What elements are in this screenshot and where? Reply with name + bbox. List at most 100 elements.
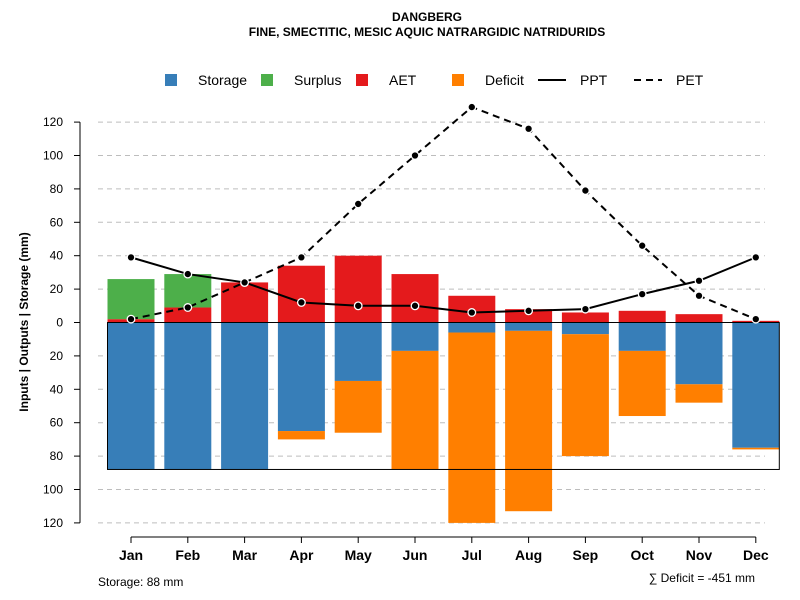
y-tick-label: 60 xyxy=(50,416,64,430)
x-tick-label: Jan xyxy=(119,547,143,563)
aet-bar xyxy=(391,274,439,323)
aet-bar xyxy=(221,282,269,323)
storage-bar xyxy=(164,322,212,470)
deficit-bar xyxy=(675,384,723,403)
storage-capacity-outline xyxy=(107,322,780,470)
y-axis-label: Inputs | Outputs | Storage (mm) xyxy=(17,232,31,411)
aet-bar xyxy=(618,310,666,323)
ppt-line-point xyxy=(353,301,363,311)
deficit-bar xyxy=(732,447,780,450)
ppt-line-point xyxy=(694,276,704,286)
storage-bar xyxy=(561,322,609,335)
legend-label: Surplus xyxy=(294,72,341,88)
legend: Storage Surplus AET Deficit PPT PET xyxy=(165,72,704,88)
x-tick-label: Nov xyxy=(686,547,713,563)
storage-bar xyxy=(732,322,780,448)
aet-bar xyxy=(561,312,609,323)
deficit-bar xyxy=(277,431,325,440)
legend-swatch xyxy=(452,74,464,86)
surplus-bar xyxy=(107,279,155,320)
pet-line-point xyxy=(183,303,193,312)
ppt-line-point xyxy=(580,304,590,314)
deficit-bar xyxy=(505,330,553,512)
y-tick-label: 120 xyxy=(43,516,63,530)
ppt-line-point xyxy=(524,306,534,316)
chart-title: DANGBERG xyxy=(392,10,462,24)
aet-bar xyxy=(675,314,723,323)
series-lines xyxy=(126,102,761,324)
x-tick-label: May xyxy=(345,547,372,563)
y-tick-label: 40 xyxy=(50,382,64,396)
surplus-bar xyxy=(164,274,212,308)
deficit-bar xyxy=(448,332,496,523)
x-tick-label: Sep xyxy=(573,547,599,563)
aet-bar xyxy=(334,255,382,323)
ppt-line-point xyxy=(467,308,477,317)
storage-bar xyxy=(391,322,439,351)
ppt-line-point xyxy=(410,301,420,311)
y-tick-label: 60 xyxy=(50,215,64,229)
ppt-line-point xyxy=(240,277,250,287)
storage-bar xyxy=(221,322,269,470)
x-tick-label: Apr xyxy=(289,547,314,563)
x-tick-label: Mar xyxy=(232,547,257,563)
deficit-bar xyxy=(391,350,439,470)
legend-label: AET xyxy=(389,72,417,88)
legend-swatch xyxy=(261,74,273,86)
y-tick-label: 100 xyxy=(43,149,63,163)
legend-swatch xyxy=(356,74,368,86)
aet-bar xyxy=(505,309,553,323)
ppt-line-point xyxy=(296,298,306,307)
x-tick-label: Jun xyxy=(403,547,428,563)
storage-bar xyxy=(334,322,382,381)
pet-line-point xyxy=(580,186,590,196)
storage-bar xyxy=(448,322,496,333)
pet-line-point xyxy=(637,241,647,251)
y-tick-label: 40 xyxy=(50,249,64,263)
pet-line-point xyxy=(296,252,306,262)
y-tick-label: 100 xyxy=(43,483,63,497)
storage-bar xyxy=(505,322,553,331)
x-tick-label: Feb xyxy=(175,547,200,563)
pet-line-point xyxy=(353,199,363,209)
ppt-line-point xyxy=(183,269,193,279)
y-tick-label: 20 xyxy=(50,349,64,363)
pet-line-point xyxy=(751,314,761,324)
ppt-line-point xyxy=(751,252,761,262)
legend-label: Storage xyxy=(198,72,247,88)
pet-line-point xyxy=(694,291,704,301)
ppt-line-point xyxy=(126,252,136,262)
y-tick-label: 0 xyxy=(56,316,63,330)
deficit-note: ∑ Deficit = -451 mm xyxy=(649,571,755,585)
legend-label: PPT xyxy=(580,72,608,88)
storage-bar xyxy=(675,322,723,385)
pet-line-point xyxy=(410,151,420,160)
aet-bar xyxy=(164,307,212,323)
legend-label: Deficit xyxy=(485,72,524,88)
chart-subtitle: FINE, SMECTITIC, MESIC AQUIC NATRARGIDIC… xyxy=(249,25,605,39)
y-tick-label: 120 xyxy=(43,115,63,129)
deficit-bar xyxy=(561,334,609,457)
storage-note: Storage: 88 mm xyxy=(98,575,183,589)
pet-line-point xyxy=(467,102,477,112)
storage-bar xyxy=(107,322,155,470)
x-tick-label: Dec xyxy=(743,547,769,563)
x-tick-label: Oct xyxy=(631,547,655,563)
storage-capacity-box xyxy=(107,322,780,470)
ppt-line-point xyxy=(637,289,647,299)
y-tick-label: 20 xyxy=(50,282,64,296)
storage-bar xyxy=(277,322,325,432)
pet-line-point xyxy=(126,314,136,324)
y-tick-label: 80 xyxy=(50,449,64,463)
deficit-bar xyxy=(334,380,382,433)
y-tick-label: 80 xyxy=(50,182,64,196)
storage-bar xyxy=(618,322,666,351)
aet-bar xyxy=(277,265,325,323)
legend-swatch xyxy=(165,74,177,86)
legend-label: PET xyxy=(676,72,704,88)
x-tick-label: Jul xyxy=(462,547,482,563)
x-tick-label: Aug xyxy=(515,547,542,563)
bars xyxy=(107,255,780,523)
deficit-bar xyxy=(618,350,666,417)
